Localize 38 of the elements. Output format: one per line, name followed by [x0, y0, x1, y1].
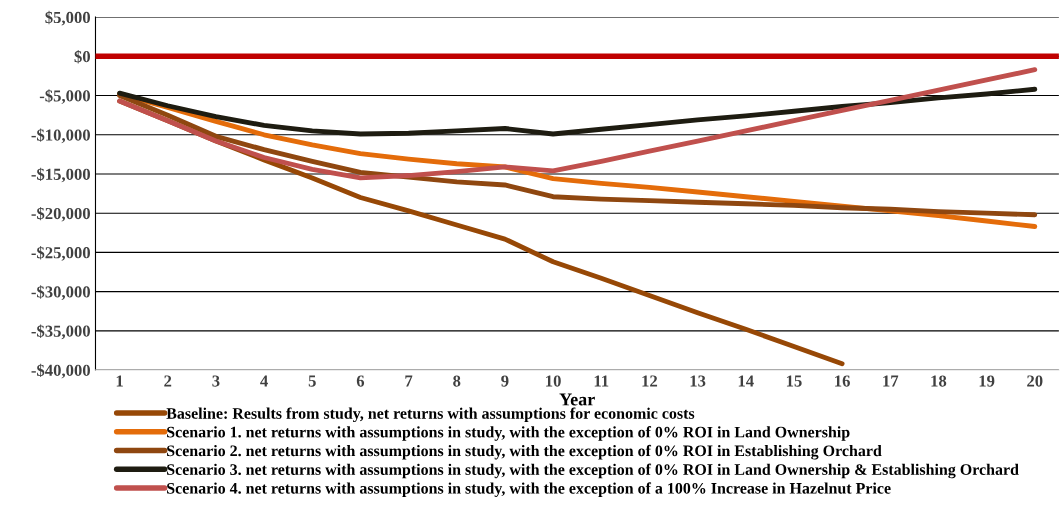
legend-label: Scenario 3. net returns with assumptions in study, with the exception of 0% ROI in Land Ownership & Establishing Orchard: [167, 463, 1019, 479]
legend-label: Baseline: Results from study, net returns with assumptions for economic costs: [166, 407, 695, 423]
y-tick-label: -$5,000: [39, 89, 90, 104]
y-tick-label: -$15,000: [31, 167, 90, 183]
y-tick-label: -$40,000: [31, 363, 90, 379]
x-tick-label: 13: [690, 375, 706, 387]
x-tick-label: 6: [356, 375, 365, 387]
x-tick-label: 8: [453, 375, 461, 387]
x-tick-label: 12: [642, 375, 658, 387]
legend-label: Scenario 4. net returns with assumptions in study, with the exception of a 100% Increase in Hazelnut Price: [167, 482, 891, 498]
x-axis-title: Year: [559, 393, 595, 406]
x-tick-label: 17: [883, 375, 899, 387]
y-tick-label: $0: [74, 50, 90, 64]
x-tick-label: 20: [1027, 375, 1043, 387]
x-tick-label: 4: [260, 375, 268, 387]
y-tick-label: $5,000: [45, 10, 90, 26]
legend-label: Scenario 2. net returns with assumptions in study, with the exception of 0% ROI in Establishing Orchard: [167, 444, 882, 460]
x-tick-label: 5: [308, 375, 316, 387]
x-tick-label: 18: [931, 375, 947, 387]
x-tick-label: 10: [546, 375, 561, 387]
y-tick-label: -$20,000: [31, 206, 90, 222]
x-tick-label: 19: [979, 375, 995, 387]
x-tick-label: 1: [116, 375, 123, 387]
y-tick-label: -$25,000: [31, 246, 90, 261]
x-tick-label: 16: [835, 375, 850, 387]
x-tick-label: 7: [405, 375, 413, 387]
x-tick-label: 11: [594, 375, 609, 387]
x-tick-label: 9: [501, 375, 509, 387]
x-tick-label: 15: [786, 375, 802, 387]
x-tick-label: 14: [738, 375, 754, 387]
y-tick-label: -$35,000: [31, 324, 90, 340]
x-tick-label: 2: [164, 375, 172, 387]
y-tick-label: -$10,000: [31, 128, 90, 144]
x-tick-label: 3: [212, 375, 220, 387]
legend-label: Scenario 1. net returns with assumptions in study, with the exception of 0% ROI in Land Ownership: [167, 426, 850, 441]
line-series: [117, 67, 1038, 181]
y-tick-label: -$30,000: [31, 285, 90, 300]
line-series: [117, 86, 1038, 137]
